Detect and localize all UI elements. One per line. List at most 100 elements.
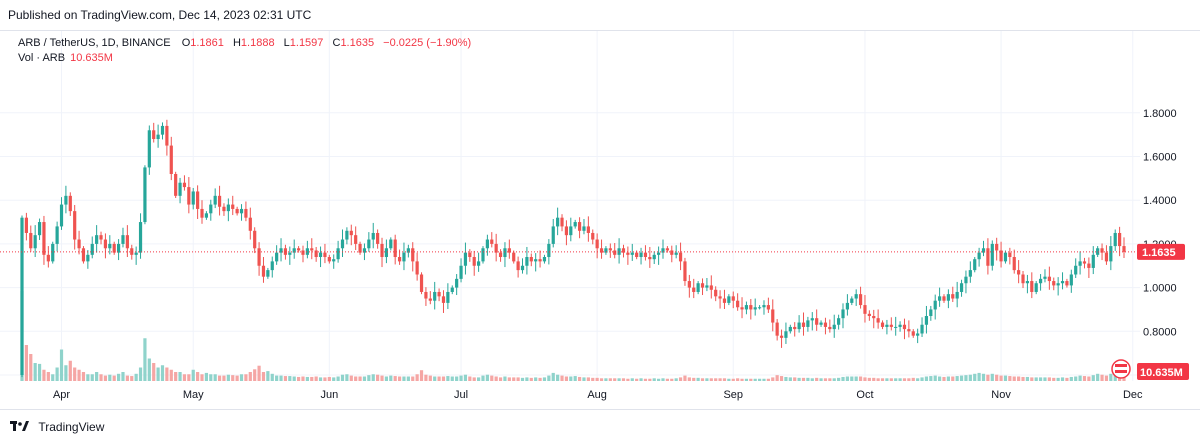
- volume-bar: [332, 377, 336, 381]
- volume-bar: [459, 375, 463, 381]
- volume-bar: [196, 372, 200, 381]
- volume-bar: [823, 378, 828, 381]
- volume-bar: [999, 375, 1003, 381]
- volume-bar: [687, 377, 691, 381]
- volume-bar: [29, 354, 33, 381]
- candle-body: [336, 248, 340, 260]
- candle-body: [257, 248, 261, 266]
- candle-body: [424, 291, 428, 299]
- volume-bar: [143, 338, 147, 381]
- volume-bar: [389, 375, 393, 381]
- volume-bar: [582, 377, 586, 381]
- candle-body: [938, 296, 942, 301]
- volume-bar: [652, 378, 656, 381]
- candle-body: [872, 316, 876, 319]
- volume-bar: [42, 369, 46, 381]
- candle-body: [1008, 252, 1012, 258]
- candle-body: [55, 226, 59, 244]
- candle-body: [507, 248, 511, 253]
- volume-bar: [73, 367, 77, 381]
- volume-bar: [134, 373, 138, 381]
- candle-body: [450, 287, 454, 292]
- candle-body: [266, 270, 270, 277]
- volume-bar: [64, 365, 68, 381]
- y-tick-label: 1.8000: [1143, 108, 1177, 120]
- volume-bar: [116, 373, 121, 381]
- volume-bar: [828, 378, 832, 381]
- candle-body: [95, 235, 99, 244]
- volume-bar: [1069, 376, 1073, 381]
- flag-stripe: [1115, 364, 1127, 367]
- volume-bar: [692, 377, 696, 381]
- volume-bar: [1038, 377, 1043, 381]
- volume-bar: [736, 378, 740, 381]
- volume-bar: [801, 377, 806, 381]
- volume-bar: [68, 360, 72, 381]
- candle-body: [823, 322, 828, 327]
- candle-body: [20, 217, 24, 375]
- y-tick-label: 1.0000: [1143, 283, 1177, 295]
- volume-bar: [283, 376, 288, 381]
- candle-body: [187, 187, 191, 205]
- candle-body: [490, 239, 494, 244]
- volume-bar: [292, 376, 296, 381]
- candle-body: [1056, 283, 1060, 286]
- volume-bar: [99, 374, 103, 381]
- candle-body: [485, 239, 489, 249]
- candle-body: [305, 248, 309, 255]
- chart-frame[interactable]: [0, 30, 1200, 410]
- candle-body: [152, 130, 156, 140]
- volume-bar: [174, 372, 178, 381]
- volume-bar: [37, 363, 42, 381]
- volume-bar: [419, 370, 424, 381]
- volume-bar: [942, 376, 946, 381]
- candle-body: [182, 182, 187, 188]
- tradingview-brand[interactable]: TradingView: [10, 418, 104, 434]
- candle-body: [696, 283, 700, 292]
- candle-body: [749, 305, 753, 310]
- x-tick-label: Sep: [723, 389, 743, 401]
- volume-bar: [977, 372, 981, 381]
- volume-bar: [125, 375, 129, 381]
- volume-bar: [810, 378, 814, 381]
- volume-bar: [577, 376, 582, 381]
- candle-body: [599, 248, 604, 253]
- volume-bar: [257, 365, 261, 381]
- candle-body: [279, 248, 283, 253]
- symbol-label: ARB / TetherUS, 1D, BINANCE: [18, 37, 171, 49]
- candle-body: [253, 230, 257, 249]
- candle-body: [577, 222, 582, 231]
- candle-body: [793, 326, 797, 330]
- volume-bar: [437, 376, 441, 381]
- volume-bar: [968, 374, 972, 381]
- candle-body: [973, 259, 977, 271]
- volume-bar: [90, 374, 94, 381]
- candle-body: [459, 265, 463, 279]
- candle-body: [389, 239, 393, 249]
- candle-body: [621, 248, 626, 253]
- candle-body: [1113, 232, 1117, 247]
- volume-bar: [235, 375, 239, 381]
- volume-bar: [367, 375, 371, 381]
- candle-body: [573, 222, 577, 227]
- volume-bar: [485, 374, 489, 381]
- candle-body: [819, 322, 823, 325]
- volume-bar: [661, 378, 665, 381]
- candle-body: [683, 261, 687, 282]
- candle-body: [156, 134, 160, 140]
- candle-body: [815, 318, 819, 325]
- candle-body: [1087, 263, 1091, 268]
- tradingview-logo-icon: [10, 420, 29, 431]
- candle-body: [191, 191, 195, 205]
- candle-body: [33, 235, 37, 249]
- candle-body: [376, 232, 380, 244]
- volume-bar: [564, 376, 569, 381]
- volume-bar: [599, 378, 604, 381]
- candle-body: [112, 243, 116, 253]
- brand-name: TradingView: [38, 419, 105, 434]
- volume-bar: [749, 378, 753, 381]
- candle-body: [318, 252, 323, 258]
- candle-body: [481, 248, 485, 262]
- candle-body: [556, 217, 560, 227]
